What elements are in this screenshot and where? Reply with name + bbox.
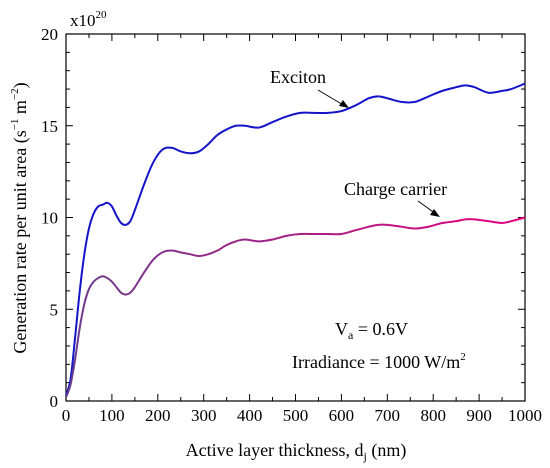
x-tick-label: 700 [375, 406, 401, 425]
irradiance-condition: Irradiance = 1000 W/m2 [292, 351, 466, 372]
x-tick-label: 0 [62, 406, 71, 425]
y-tick-label: 0 [50, 392, 59, 411]
x-tick-label: 800 [420, 406, 446, 425]
charge-carrier-annotation: Charge carrier [344, 179, 447, 199]
x-tick-label: 200 [145, 406, 171, 425]
x-axis-label: Active layer thickness, dj (nm) [186, 440, 407, 463]
exciton-arrowhead [339, 100, 349, 108]
exciton-arrow-line [317, 89, 346, 107]
exciton-annotation: Exciton [270, 67, 326, 87]
va-condition: Va = 0.6V [335, 319, 408, 342]
y-tick-label: 15 [41, 117, 58, 136]
x-tick-label: 400 [237, 406, 263, 425]
tick-labels: 0 100 200 300 400 500 600 700 800 900 1000 0 5 10 15 20 [41, 25, 542, 425]
plot-frame [65, 33, 526, 402]
y-tick-label: 20 [41, 25, 58, 44]
exciton-line [65, 82, 526, 396]
charge-carrier-line [65, 216, 526, 398]
series-layer [65, 82, 526, 398]
x-tick-label: 300 [191, 406, 217, 425]
y-tick-label: 5 [50, 300, 59, 319]
x-tick-label: 1000 [508, 406, 542, 425]
x-tick-label: 500 [283, 406, 309, 425]
y-multiplier: x1020 [70, 9, 107, 30]
charge-carrier-arrowhead [430, 209, 440, 217]
y-tick-label: 10 [41, 209, 58, 228]
x-tick-label: 900 [466, 406, 492, 425]
y-axis-label: Generation rate per unit area (s−1 m−2) [9, 82, 31, 353]
x-tick-label: 600 [329, 406, 355, 425]
x-tick-label: 100 [99, 406, 125, 425]
axis-ticks [65, 33, 526, 402]
